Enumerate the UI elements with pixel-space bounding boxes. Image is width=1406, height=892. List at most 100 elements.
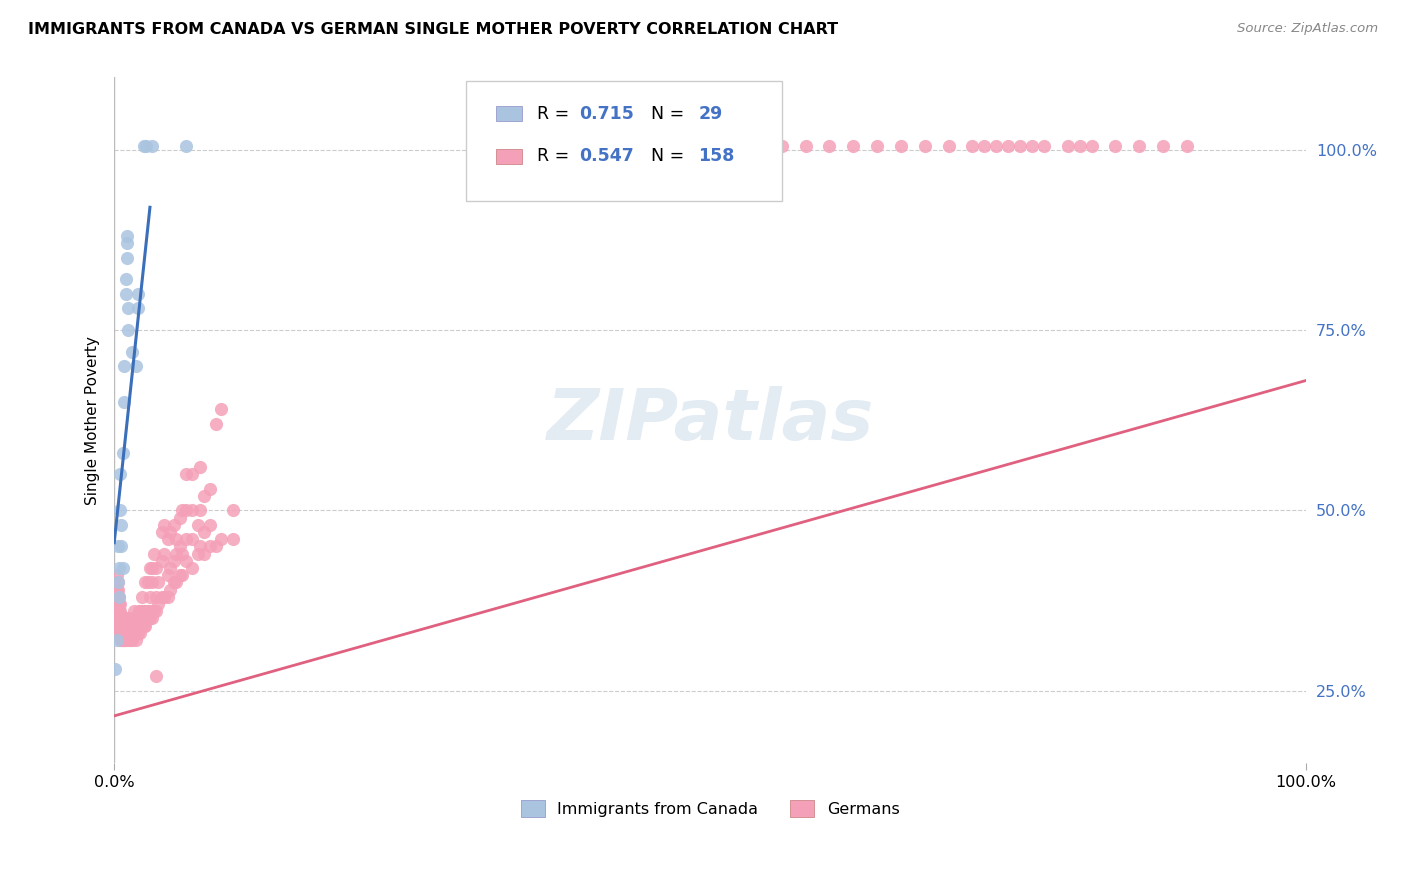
- Point: [134, 604, 156, 618]
- Point: [890, 139, 912, 153]
- Point: [117, 626, 139, 640]
- Point: [105, 568, 128, 582]
- Point: [114, 633, 136, 648]
- Point: [117, 229, 139, 244]
- Point: [180, 467, 202, 482]
- Point: [129, 618, 152, 632]
- Point: [1080, 139, 1102, 153]
- Point: [108, 611, 131, 625]
- Bar: [496, 106, 522, 121]
- Point: [105, 604, 128, 618]
- Point: [125, 626, 148, 640]
- Point: [132, 618, 155, 632]
- Point: [193, 547, 215, 561]
- Point: [117, 611, 139, 625]
- Point: [108, 604, 131, 618]
- Point: [104, 575, 127, 590]
- Text: N =: N =: [651, 104, 689, 123]
- Text: 158: 158: [699, 147, 735, 165]
- Point: [117, 633, 139, 648]
- Point: [108, 618, 131, 632]
- Point: [142, 547, 165, 561]
- Point: [131, 611, 153, 625]
- Point: [150, 590, 173, 604]
- Point: [204, 417, 226, 431]
- Point: [180, 561, 202, 575]
- Point: [110, 626, 132, 640]
- Point: [127, 618, 149, 632]
- Point: [107, 590, 129, 604]
- Point: [108, 503, 131, 517]
- Point: [139, 590, 162, 604]
- Point: [108, 604, 131, 618]
- Point: [770, 139, 793, 153]
- Point: [105, 633, 128, 648]
- Point: [165, 532, 187, 546]
- Point: [145, 561, 167, 575]
- Point: [145, 604, 167, 618]
- Point: [174, 532, 197, 546]
- Point: [794, 139, 817, 153]
- Point: [131, 590, 153, 604]
- Point: [120, 618, 142, 632]
- Point: [112, 611, 135, 625]
- Point: [169, 510, 191, 524]
- Point: [1021, 139, 1043, 153]
- Text: R =: R =: [537, 147, 575, 165]
- Point: [108, 597, 131, 611]
- Point: [172, 503, 194, 517]
- Point: [131, 618, 153, 632]
- Point: [112, 626, 135, 640]
- Point: [108, 467, 131, 482]
- Point: [114, 626, 136, 640]
- Point: [165, 547, 187, 561]
- Point: [127, 626, 149, 640]
- Point: [156, 532, 179, 546]
- Point: [120, 633, 142, 648]
- Point: [110, 626, 132, 640]
- Point: [187, 517, 209, 532]
- Point: [124, 604, 146, 618]
- Text: ZIPatlas: ZIPatlas: [547, 385, 875, 455]
- Point: [1033, 139, 1056, 153]
- Point: [121, 611, 143, 625]
- Point: [135, 139, 157, 153]
- Point: [188, 540, 211, 554]
- Point: [108, 611, 131, 625]
- Point: [117, 236, 139, 251]
- Point: [124, 633, 146, 648]
- Point: [1069, 139, 1091, 153]
- Point: [163, 517, 186, 532]
- Point: [136, 611, 159, 625]
- Point: [132, 604, 155, 618]
- Point: [986, 139, 1008, 153]
- Point: [107, 604, 129, 618]
- Point: [156, 590, 179, 604]
- Point: [121, 626, 143, 640]
- Point: [1175, 139, 1198, 153]
- Point: [180, 532, 202, 546]
- Point: [112, 618, 135, 632]
- Point: [139, 561, 162, 575]
- Point: [153, 590, 176, 604]
- Point: [104, 604, 127, 618]
- Point: [111, 633, 134, 648]
- Point: [150, 554, 173, 568]
- Point: [117, 626, 139, 640]
- Point: [1128, 139, 1150, 153]
- Point: [128, 618, 150, 632]
- Point: [127, 611, 149, 625]
- Point: [108, 618, 131, 632]
- Point: [110, 618, 132, 632]
- Point: [110, 540, 132, 554]
- Point: [124, 359, 146, 373]
- Point: [120, 626, 142, 640]
- Point: [962, 139, 984, 153]
- Point: [156, 568, 179, 582]
- Point: [107, 540, 129, 554]
- Point: [108, 611, 131, 625]
- Point: [193, 489, 215, 503]
- Point: [112, 359, 135, 373]
- Point: [132, 139, 155, 153]
- Point: [122, 626, 145, 640]
